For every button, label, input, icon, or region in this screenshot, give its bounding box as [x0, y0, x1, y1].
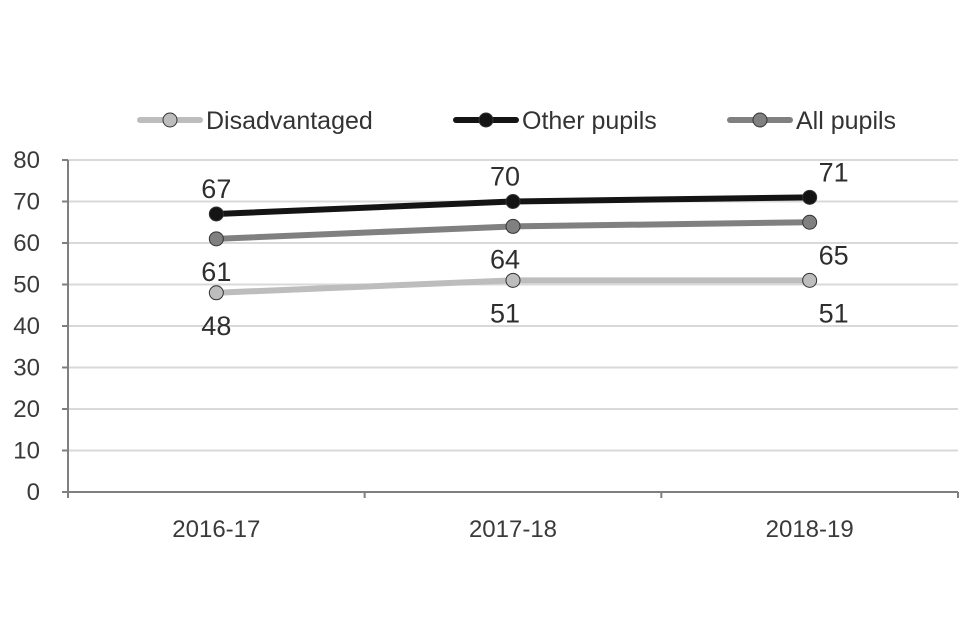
data-label-disadvantaged: 51	[490, 298, 520, 328]
data-label-disadvantaged: 51	[819, 298, 849, 328]
legend-item-disadvantaged: Disadvantaged	[137, 107, 373, 135]
y-tick-label: 50	[13, 272, 40, 299]
data-point-other-pupils	[208, 206, 224, 222]
data-point-disadvantaged	[802, 272, 818, 288]
legend-label: Disadvantaged	[206, 107, 373, 135]
legend-item-all-pupils: All pupils	[727, 107, 896, 135]
y-tick-label: 30	[13, 355, 40, 382]
data-label-all-pupils: 65	[819, 240, 849, 270]
legend-label: All pupils	[796, 107, 896, 135]
data-point-all-pupils	[802, 214, 818, 230]
x-tick-label: 2017-18	[469, 516, 557, 543]
y-tick-label: 60	[13, 230, 40, 257]
data-label-other-pupils: 67	[201, 174, 231, 204]
y-tick-label: 10	[13, 438, 40, 465]
legend-swatch-marker	[478, 112, 494, 128]
y-tick-label: 0	[27, 479, 40, 506]
data-label-all-pupils: 61	[201, 257, 231, 287]
legend-swatch-marker	[162, 112, 178, 128]
legend-label: Other pupils	[522, 107, 657, 135]
legend-swatch-marker	[752, 112, 768, 128]
legend: Disadvantaged Other pupils All pupils	[137, 107, 896, 135]
data-point-other-pupils	[505, 194, 521, 209]
data-point-disadvantaged	[505, 272, 521, 288]
y-tick-label: 20	[13, 396, 40, 423]
y-tick-label: 40	[13, 313, 40, 340]
axes: 0 10 20 30 40 50 60 70 80 2016-17 2017-18 2018-19	[13, 147, 959, 543]
legend-item-other-pupils: Other pupils	[453, 107, 657, 135]
data-label-disadvantaged: 48	[201, 311, 231, 341]
y-tick-label: 70	[13, 189, 40, 216]
data-point-disadvantaged	[208, 285, 224, 301]
x-tick-label: 2016-17	[172, 516, 260, 543]
data-label-all-pupils: 64	[490, 244, 520, 274]
data-label-other-pupils: 71	[819, 157, 849, 187]
data-point-all-pupils	[208, 231, 224, 247]
y-tick-label: 80	[13, 147, 40, 174]
data-point-other-pupils	[802, 189, 818, 205]
series-layer: 48 51 51 67 70 71 61 64 65	[201, 157, 848, 340]
data-point-all-pupils	[505, 218, 521, 234]
data-label-other-pupils: 70	[490, 162, 520, 192]
x-tick-label: 2018-19	[766, 516, 854, 543]
